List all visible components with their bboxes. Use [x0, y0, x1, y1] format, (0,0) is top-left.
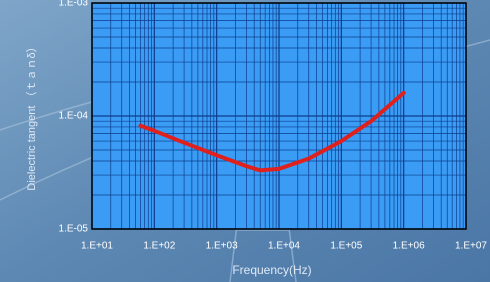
- chart: Frequency(Hz) Dielectric tangent （ｔａｎδ） …: [0, 0, 490, 282]
- x-tick-label: 1.E+05: [330, 241, 362, 252]
- x-tick-label: 1.E+07: [455, 241, 487, 252]
- y-tick-label: 1.E-05: [59, 224, 89, 235]
- x-tick-label: 1.E+03: [206, 241, 238, 252]
- x-tick-label: 1.E+04: [268, 241, 300, 252]
- x-axis-label: Frequency(Hz): [232, 263, 311, 277]
- y-tick-label: 1.E-04: [59, 111, 89, 122]
- x-tick-label: 1.E+02: [143, 241, 175, 252]
- y-tick-label: 1.E-03: [59, 0, 89, 9]
- y-axis-label: Dielectric tangent （ｔａｎδ）: [25, 41, 38, 190]
- page: Frequency(Hz) Dielectric tangent （ｔａｎδ） …: [0, 0, 490, 282]
- x-tick-label: 1.E+01: [81, 241, 113, 252]
- x-tick-label: 1.E+06: [393, 241, 425, 252]
